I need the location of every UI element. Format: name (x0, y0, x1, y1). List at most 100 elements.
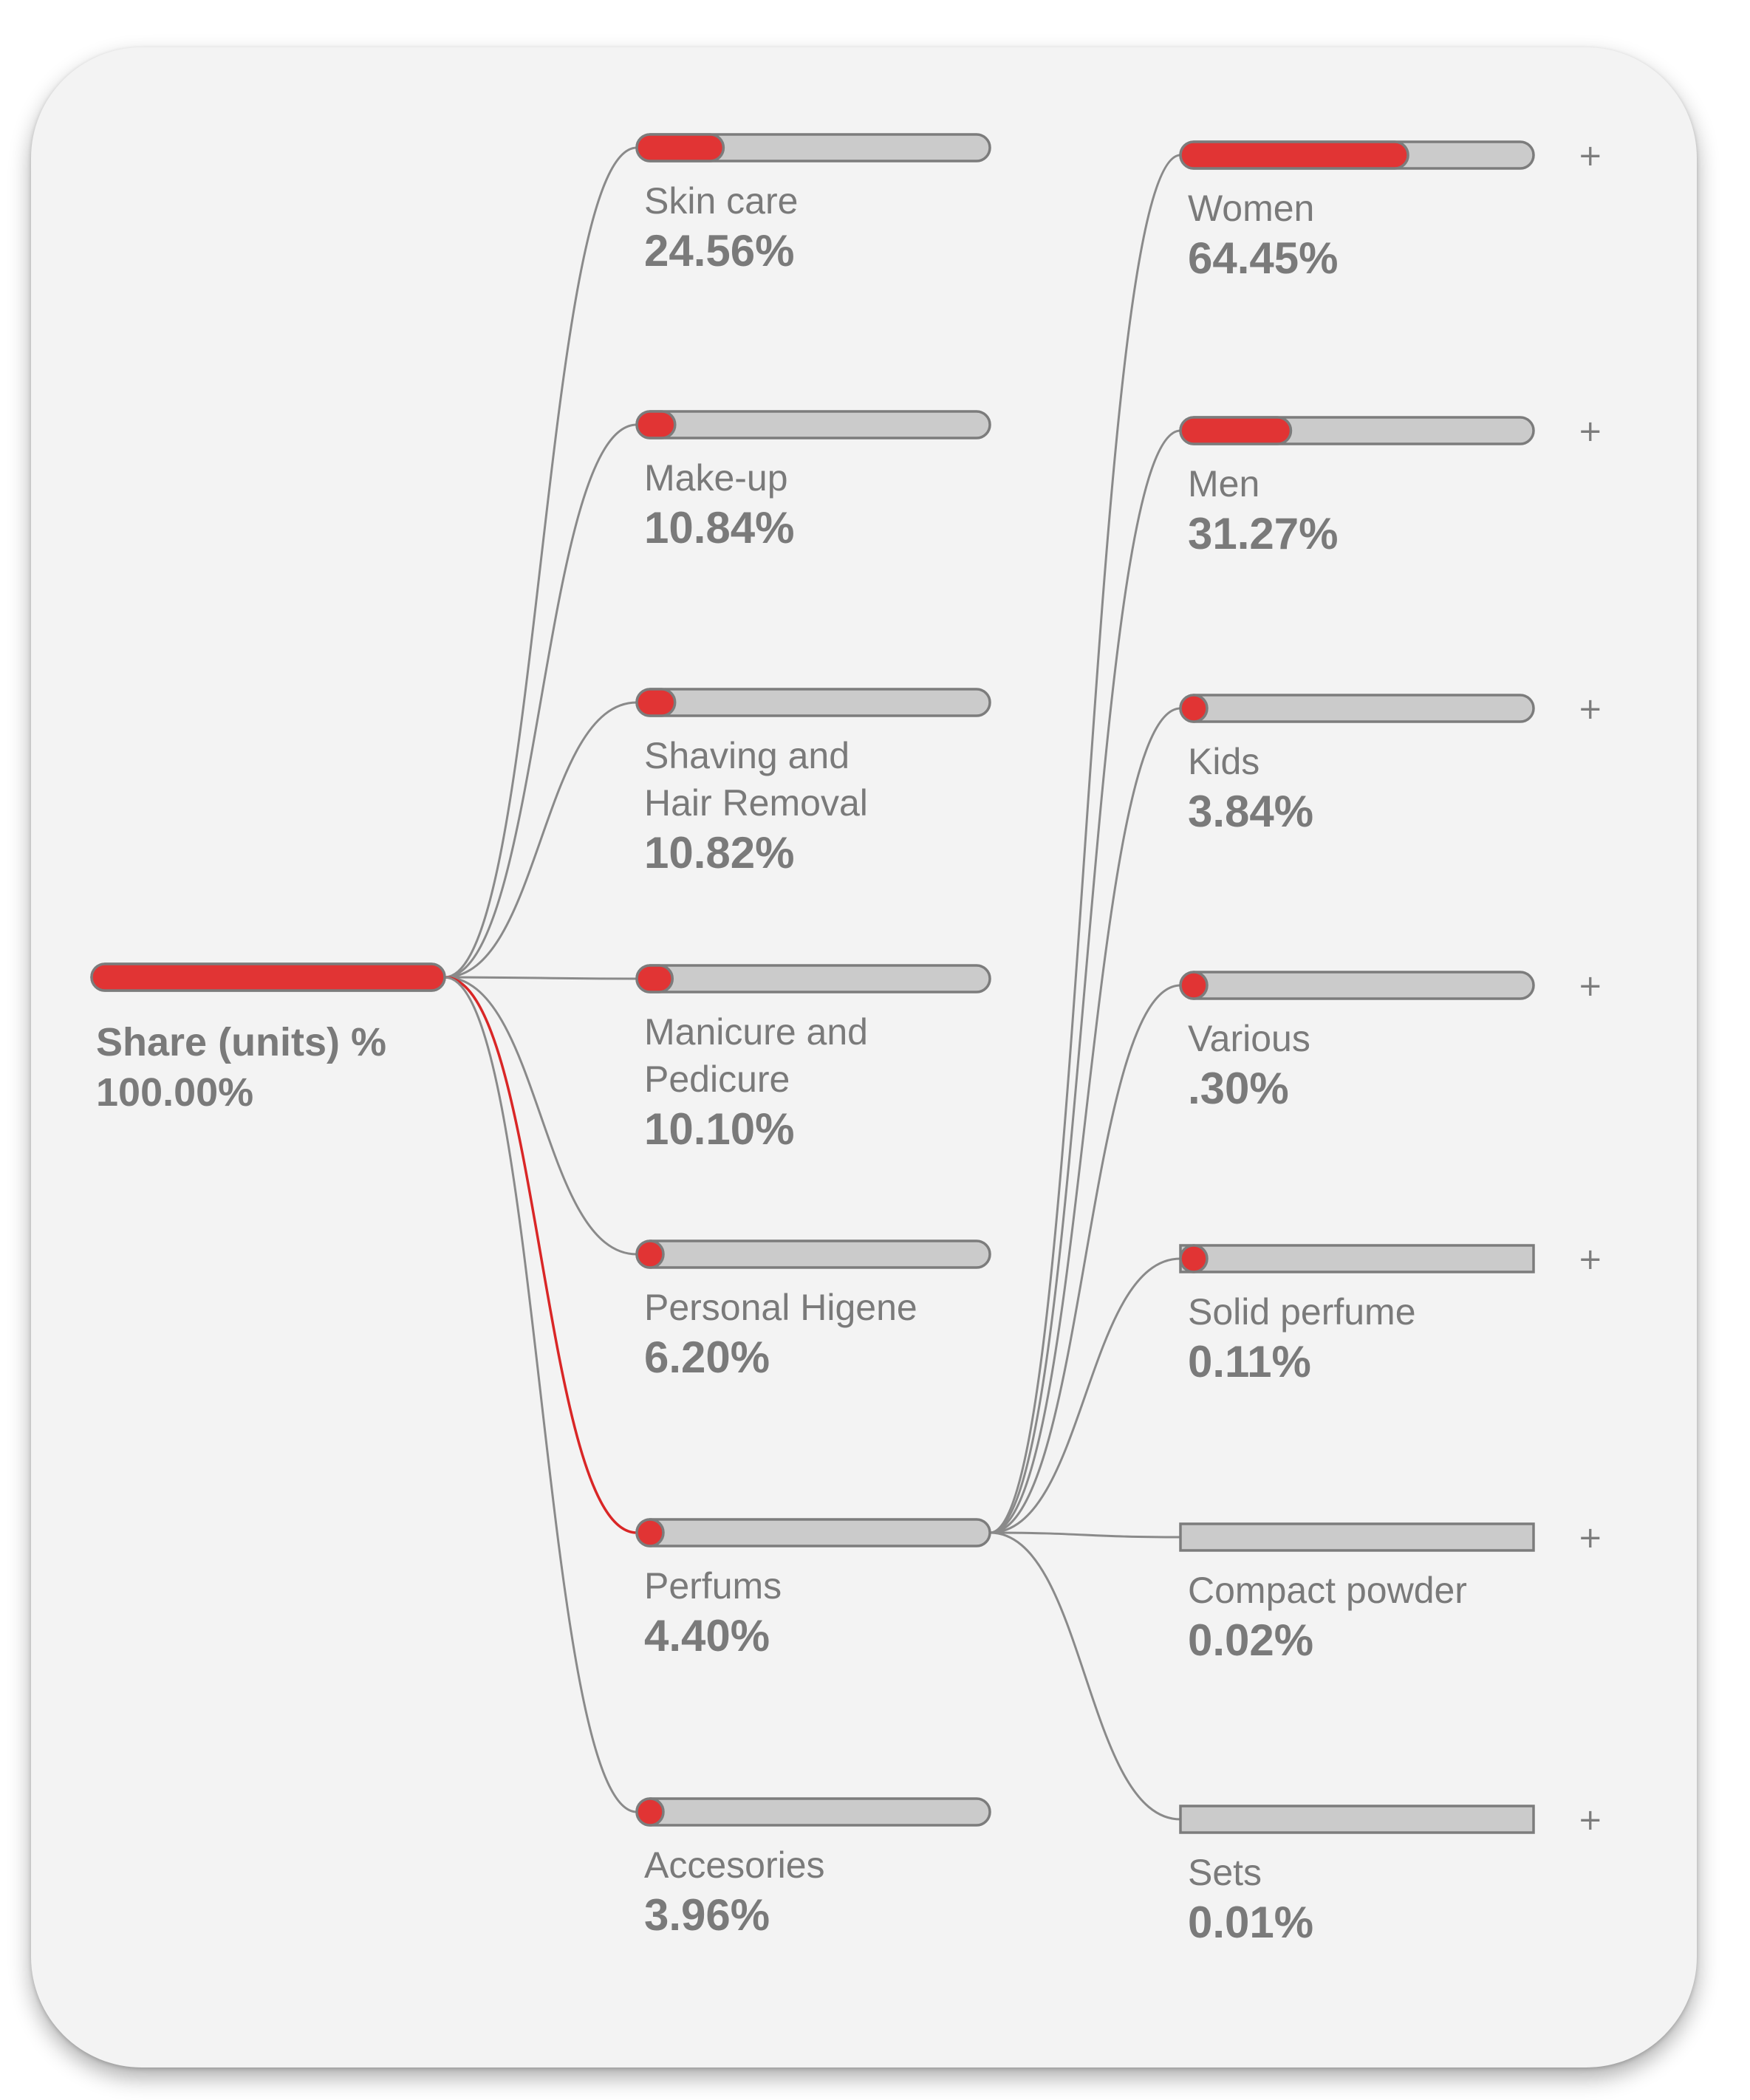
node-solid-perfume-value: 0.11% (1188, 1337, 1311, 1386)
node-skin-care-bar[interactable] (635, 133, 991, 163)
node-personal-higene-bar-fill (635, 1239, 665, 1269)
node-solid-perfume-expand-icon[interactable]: + (1578, 1242, 1603, 1276)
node-compact-powder-label: Compact powder 0.02% (1188, 1567, 1467, 1667)
node-manicure-and-pedicure-bar[interactable] (635, 964, 991, 993)
node-various-bar-fill (1179, 971, 1209, 1000)
link-compact-powder (989, 1531, 1181, 1539)
node-kids-bar-track (1179, 694, 1535, 723)
root-label: Share (units) % 100.00% (96, 1017, 386, 1118)
link-various (989, 984, 1181, 1534)
node-make-up-bar[interactable] (635, 410, 991, 440)
node-kids-value: 3.84% (1188, 787, 1314, 836)
node-compact-powder-bar[interactable] (1179, 1522, 1535, 1552)
node-shaving-and-hair-removal-value: 10.82% (644, 828, 795, 878)
node-accesories-bar-fill (635, 1797, 665, 1827)
link-women (989, 154, 1181, 1534)
node-compact-powder-name: Compact powder (1188, 1570, 1467, 1611)
node-manicure-and-pedicure-value: 10.10% (644, 1104, 795, 1154)
node-women-bar[interactable] (1179, 140, 1535, 170)
link-manicure-and-pedicure (444, 976, 638, 980)
node-sets-value: 0.01% (1188, 1898, 1314, 1947)
node-accesories-value: 3.96% (644, 1890, 770, 1940)
node-various-value: .30% (1188, 1064, 1289, 1113)
link-men (989, 429, 1181, 1534)
node-manicure-and-pedicure-label: Manicure and Pedicure 10.10% (644, 1008, 868, 1156)
node-men-expand-icon[interactable]: + (1578, 414, 1603, 448)
node-various-name: Various (1188, 1018, 1310, 1059)
node-various-bar[interactable] (1179, 971, 1535, 1000)
node-accesories-label: Accesories 3.96% (644, 1841, 825, 1942)
node-kids-bar-fill (1179, 694, 1209, 723)
node-manicure-and-pedicure-bar-track (635, 964, 991, 993)
root-name: Share (units) % (96, 1020, 387, 1064)
node-men-bar[interactable] (1179, 416, 1535, 445)
node-shaving-and-hair-removal-label: Shaving and Hair Removal 10.82% (644, 732, 868, 880)
node-various-bar-track (1179, 971, 1535, 1000)
node-personal-higene-bar-track (635, 1239, 991, 1269)
node-perfums-bar[interactable] (635, 1518, 991, 1547)
link-shaving-and-hair-removal (444, 701, 638, 979)
node-solid-perfume-bar[interactable] (1179, 1244, 1535, 1273)
node-various-label: Various .30% (1188, 1015, 1310, 1115)
node-sets-bar[interactable] (1179, 1805, 1535, 1834)
node-perfums-name: Perfums (644, 1565, 782, 1607)
node-solid-perfume-name: Solid perfume (1188, 1291, 1416, 1333)
node-skin-care-label: Skin care 24.56% (644, 177, 798, 278)
node-make-up-value: 10.84% (644, 503, 795, 553)
node-men-name: Men (1188, 463, 1260, 505)
node-shaving-and-hair-removal-bar-track (635, 688, 991, 717)
node-men-bar-fill (1179, 416, 1293, 445)
node-solid-perfume-bar-track (1179, 1244, 1535, 1273)
link-skin-care (444, 146, 638, 979)
link-solid-perfume (989, 1257, 1181, 1534)
node-kids-bar[interactable] (1179, 694, 1535, 723)
node-accesories-name: Accesories (644, 1844, 825, 1886)
root-value: 100.00% (96, 1070, 254, 1115)
link-accesories (444, 976, 638, 1813)
node-women-expand-icon[interactable]: + (1578, 139, 1603, 173)
node-perfums-bar-track (635, 1518, 991, 1547)
node-solid-perfume-bar-fill (1179, 1244, 1209, 1273)
node-sets-expand-icon[interactable]: + (1578, 1803, 1603, 1837)
node-women-bar-fill (1179, 140, 1409, 170)
node-women-name: Women (1188, 188, 1315, 229)
node-make-up-label: Make-up 10.84% (644, 454, 795, 555)
node-solid-perfume-label: Solid perfume 0.11% (1188, 1288, 1416, 1389)
node-perfums-bar-fill (635, 1518, 665, 1547)
root-bar-fill (90, 962, 446, 992)
node-men-label: Men 31.27% (1188, 460, 1339, 561)
node-manicure-and-pedicure-bar-fill (635, 964, 674, 993)
node-women-label: Women 64.45% (1188, 185, 1339, 285)
chart-card (31, 47, 1697, 2067)
node-skin-care-value: 24.56% (644, 226, 795, 276)
node-accesories-bar-track (635, 1797, 991, 1827)
node-make-up-bar-fill (635, 410, 677, 440)
node-personal-higene-value: 6.20% (644, 1333, 770, 1382)
node-perfums-value: 4.40% (644, 1611, 770, 1660)
root-bar[interactable] (90, 962, 446, 992)
node-skin-care-name: Skin care (644, 180, 799, 222)
node-compact-powder-expand-icon[interactable]: + (1578, 1521, 1603, 1555)
node-accesories-bar[interactable] (635, 1797, 991, 1827)
node-women-value: 64.45% (1188, 233, 1339, 283)
node-compact-powder-value: 0.02% (1188, 1615, 1314, 1665)
node-sets-name: Sets (1188, 1852, 1262, 1893)
node-shaving-and-hair-removal-bar[interactable] (635, 688, 991, 717)
node-kids-expand-icon[interactable]: + (1578, 692, 1603, 726)
node-perfums-label: Perfums 4.40% (644, 1562, 782, 1663)
node-personal-higene-bar[interactable] (635, 1239, 991, 1269)
node-personal-higene-name: Personal Higene (644, 1287, 917, 1328)
link-make-up (444, 423, 638, 979)
node-various-expand-icon[interactable]: + (1578, 969, 1603, 1003)
node-men-value: 31.27% (1188, 509, 1339, 558)
node-personal-higene-label: Personal Higene 6.20% (644, 1284, 917, 1384)
link-perfums (444, 976, 638, 1534)
node-skin-care-bar-fill (635, 133, 725, 163)
link-kids (989, 707, 1181, 1534)
node-make-up-bar-track (635, 410, 991, 440)
node-kids-label: Kids 3.84% (1188, 738, 1313, 838)
node-kids-name: Kids (1188, 741, 1260, 782)
link-personal-higene (444, 976, 638, 1256)
link-sets (989, 1531, 1181, 1821)
